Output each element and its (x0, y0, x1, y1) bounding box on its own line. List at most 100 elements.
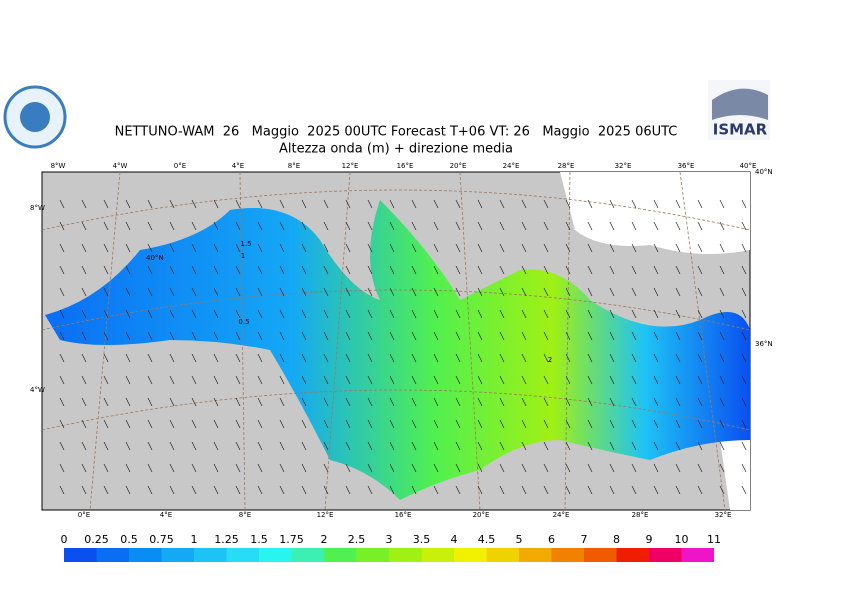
colorbar-box (324, 548, 357, 562)
direction-arrow (81, 331, 87, 341)
colorbar-box (129, 548, 162, 562)
top-label: 20°E (450, 162, 467, 170)
direction-arrow (631, 309, 637, 319)
direction-arrow (521, 353, 527, 363)
direction-arrow (675, 485, 681, 495)
direction-arrow (653, 441, 659, 451)
direction-arrow (565, 331, 571, 341)
direction-arrow (191, 441, 197, 451)
direction-arrow (257, 441, 263, 451)
direction-arrow (301, 353, 307, 363)
direction-arrow (675, 309, 681, 319)
direction-arrow (147, 375, 153, 385)
direction-arrow (125, 221, 131, 231)
direction-arrow (543, 287, 549, 297)
direction-arrow (543, 397, 549, 407)
direction-arrow (587, 265, 593, 275)
direction-arrow (81, 309, 87, 319)
direction-arrow (653, 265, 659, 275)
direction-arrow (235, 353, 241, 363)
direction-arrow (455, 265, 461, 275)
logo-text: ISMAR (713, 121, 768, 139)
colorbar-box (194, 548, 227, 562)
direction-arrow (521, 463, 527, 473)
direction-arrow (675, 353, 681, 363)
direction-arrow (543, 243, 549, 253)
map (41, 171, 751, 511)
direction-arrow (191, 375, 197, 385)
direction-arrow (455, 221, 461, 231)
direction-arrow (653, 309, 659, 319)
direction-arrow (59, 265, 65, 275)
direction-arrow (499, 353, 505, 363)
direction-arrow (389, 331, 395, 341)
direction-arrow (719, 441, 725, 451)
direction-arrow (543, 265, 549, 275)
direction-arrow (235, 287, 241, 297)
direction-arrow (213, 287, 219, 297)
direction-arrow (103, 243, 109, 253)
direction-arrow (257, 463, 263, 473)
direction-arrow (367, 375, 373, 385)
direction-arrow (125, 397, 131, 407)
colorbar-label: 0.75 (149, 533, 174, 546)
direction-arrow (301, 419, 307, 429)
direction-arrow (653, 331, 659, 341)
direction-arrow (653, 397, 659, 407)
direction-arrow (59, 309, 65, 319)
direction-arrow (213, 199, 219, 209)
direction-arrow (521, 309, 527, 319)
direction-arrow (235, 419, 241, 429)
direction-arrow (323, 331, 329, 341)
direction-arrow (675, 287, 681, 297)
grid-label: 36°N (755, 340, 773, 348)
direction-arrow (59, 199, 65, 209)
direction-arrow (719, 463, 725, 473)
direction-arrow (279, 265, 285, 275)
direction-arrow (235, 441, 241, 451)
direction-arrow (389, 419, 395, 429)
colorbar-box (551, 548, 584, 562)
direction-arrow (345, 463, 351, 473)
direction-arrow (301, 265, 307, 275)
top-label: 4°W (113, 162, 128, 170)
direction-arrow (257, 485, 263, 495)
direction-arrow (213, 331, 219, 341)
direction-arrow (653, 353, 659, 363)
direction-arrow (235, 199, 241, 209)
colorbar-box (519, 548, 552, 562)
direction-arrow (345, 199, 351, 209)
direction-arrow (125, 485, 131, 495)
direction-arrow (235, 243, 241, 253)
direction-arrow (235, 265, 241, 275)
direction-arrow (631, 199, 637, 209)
direction-arrow (543, 353, 549, 363)
direction-arrow (609, 199, 615, 209)
direction-arrow (345, 485, 351, 495)
direction-arrow (477, 485, 483, 495)
direction-arrow (367, 397, 373, 407)
direction-arrow (257, 397, 263, 407)
direction-arrow (169, 441, 175, 451)
direction-arrow (587, 309, 593, 319)
direction-arrow (719, 331, 725, 341)
top-label: 16°E (397, 162, 414, 170)
direction-arrow (587, 287, 593, 297)
direction-arrow (499, 419, 505, 429)
direction-arrow (653, 375, 659, 385)
direction-arrow (631, 375, 637, 385)
direction-arrow (191, 199, 197, 209)
direction-arrow (697, 309, 703, 319)
direction-arrow (455, 309, 461, 319)
direction-arrow (257, 419, 263, 429)
direction-arrow (565, 265, 571, 275)
direction-arrow (147, 221, 153, 231)
direction-arrow (433, 441, 439, 451)
direction-arrow (455, 441, 461, 451)
direction-arrow (125, 419, 131, 429)
direction-arrow (411, 397, 417, 407)
direction-arrow (521, 441, 527, 451)
direction-arrow (125, 331, 131, 341)
direction-arrow (741, 309, 747, 319)
direction-arrow (697, 243, 703, 253)
